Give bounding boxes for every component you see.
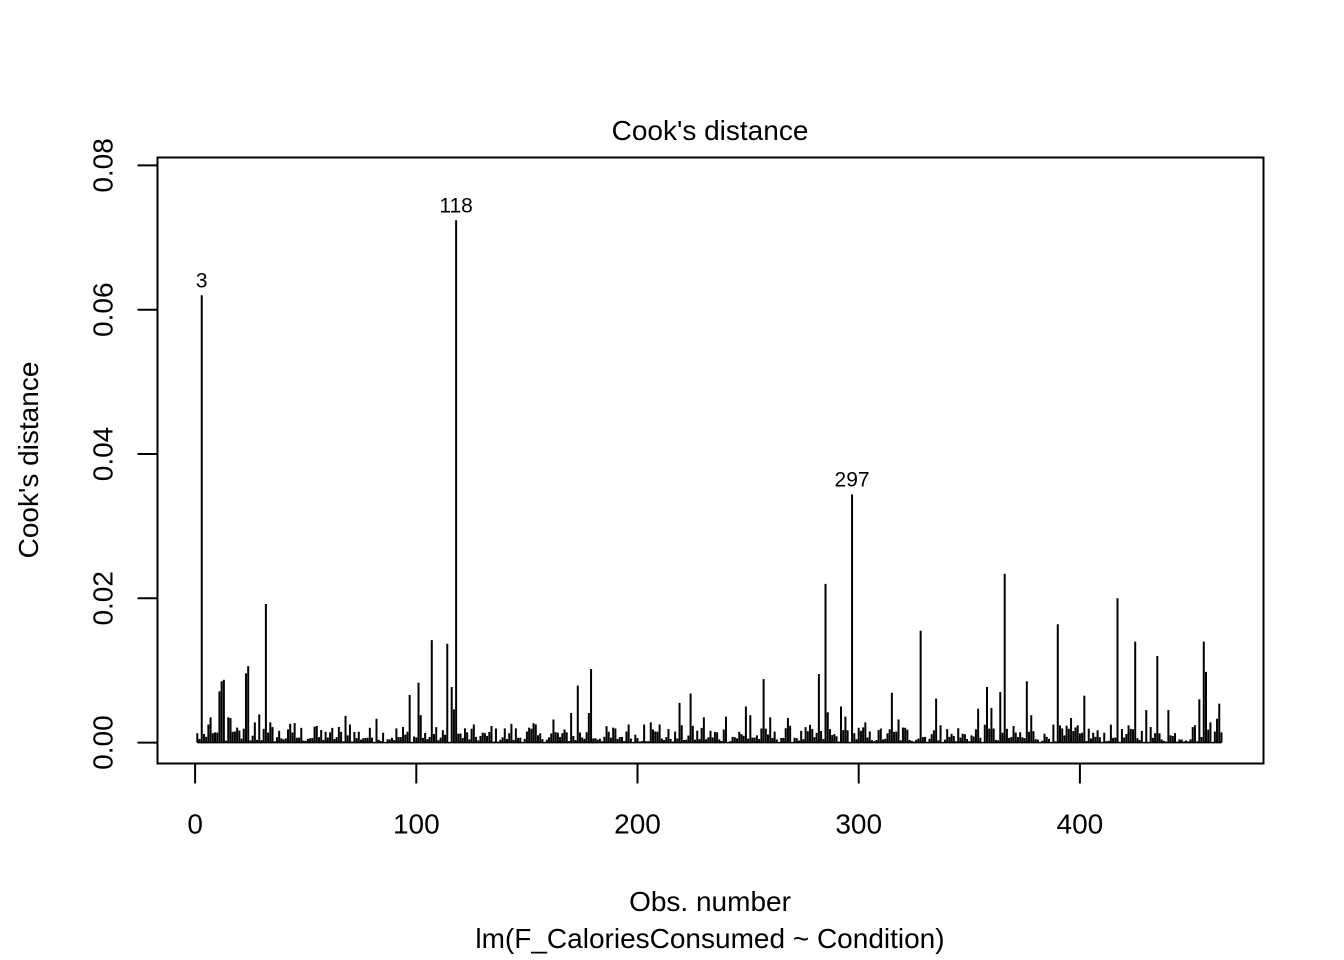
x-tick-label: 400 [1057,809,1104,840]
y-tick-label: 0.08 [88,138,119,193]
y-tick-label: 0.04 [88,427,119,482]
spikes-layer [196,220,1223,744]
x-axis: 0 100 200 300 400 [187,762,1104,840]
y-tick-label: 0.06 [88,282,119,337]
y-tick-label: 0.02 [88,571,119,626]
y-axis: 0.00 0.02 0.04 0.06 0.08 [88,138,159,770]
x-tick-label: 300 [835,809,882,840]
point-label: 297 [835,468,870,491]
x-tick-label: 100 [393,809,440,840]
point-label: 3 [196,269,208,292]
x-tick-label: 200 [614,809,661,840]
x-axis-label: Obs. number [629,886,791,917]
chart-title: Cook's distance [612,115,809,146]
x-tick-label: 0 [187,809,203,840]
point-label: 118 [439,194,472,217]
y-axis-label: Cook's distance [13,362,44,559]
y-tick-label: 0.00 [88,715,119,770]
model-subtitle: lm(F_CaloriesConsumed ~ Condition) [475,923,944,954]
plot-frame [156,156,1265,765]
point-labels: 3 118 297 [196,194,870,491]
